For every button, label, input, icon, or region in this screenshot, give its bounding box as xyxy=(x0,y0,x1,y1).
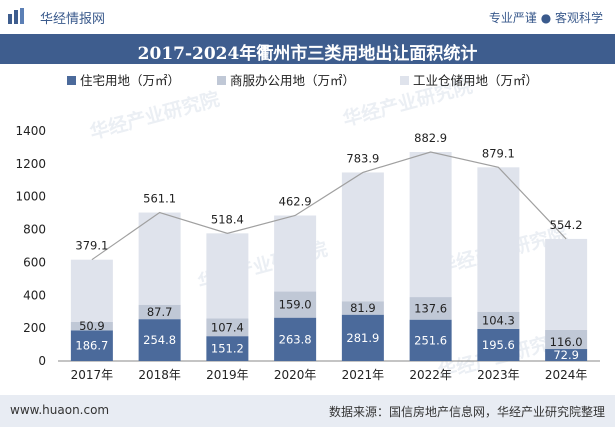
data-label: 137.6 xyxy=(414,301,447,315)
bar-segment xyxy=(70,321,113,331)
legend-label: 商服办公用地（万㎡） xyxy=(230,73,355,88)
data-label: 518.4 xyxy=(211,212,244,226)
top-bar: 华经情报网 专业严谨 ● 客观科学 xyxy=(0,0,615,34)
bar-segment xyxy=(341,301,384,315)
data-label: 72.9 xyxy=(553,348,579,362)
tagline: 专业严谨 ● 客观科学 xyxy=(488,11,603,25)
axes: 0 200 400 600 800 1000 1200 1400 2017年 2018年 2019年… xyxy=(15,124,600,382)
bar-segment xyxy=(138,319,181,361)
y-tick-label: 200 xyxy=(23,321,46,335)
data-label: 116.0 xyxy=(550,335,583,349)
legend-swatch xyxy=(67,76,76,85)
data-label: 151.2 xyxy=(211,342,244,356)
data-label: 81.9 xyxy=(350,301,376,315)
bars xyxy=(70,152,588,361)
y-tick-label: 800 xyxy=(23,223,46,237)
y-tick-label: 600 xyxy=(23,255,46,269)
legend-label: 工业仓储用地（万㎡） xyxy=(413,73,538,88)
data-label: 254.8 xyxy=(143,333,176,347)
y-tick-label: 0 xyxy=(38,354,46,368)
data-label: 783.9 xyxy=(346,151,379,165)
chart-title: 2017-2024年衢州市三类用地出让面积统计 xyxy=(137,44,478,64)
bar-segment xyxy=(545,329,588,350)
total-line xyxy=(91,151,567,261)
bar-segment xyxy=(206,318,249,337)
logo-icon xyxy=(8,8,24,24)
chart: 华经产业研究院 华经产业研究院 华经产业研究院 华经产业研究院 华经产业研究院 … xyxy=(15,73,600,384)
data-label: 186.7 xyxy=(75,339,108,353)
x-tick-label: 2022年 xyxy=(409,368,452,382)
bar-segment xyxy=(409,152,452,298)
bar-segment xyxy=(477,167,520,312)
x-tick-label: 2019年 xyxy=(206,368,249,382)
bar-segment xyxy=(477,311,520,329)
data-label: 281.9 xyxy=(346,331,379,345)
bar-segment xyxy=(341,314,384,361)
legend-label: 住宅用地（万㎡） xyxy=(80,73,180,88)
bar-segment xyxy=(274,317,317,361)
legend-swatch xyxy=(217,76,226,85)
bar-segment xyxy=(70,330,113,361)
data-label: 50.9 xyxy=(79,319,105,333)
data-label: 107.4 xyxy=(211,320,244,334)
x-tick-label: 2018年 xyxy=(138,368,181,382)
legend: 住宅用地（万㎡） 商服办公用地（万㎡） 工业仓储用地（万㎡） xyxy=(67,73,538,88)
bar-segment xyxy=(206,233,249,319)
bar-segment xyxy=(409,297,452,320)
data-label: 561.1 xyxy=(143,192,176,206)
data-label: 251.6 xyxy=(414,333,447,347)
bar-segment xyxy=(274,291,317,318)
bar-segment xyxy=(138,304,181,320)
x-tick-label: 2020年 xyxy=(274,368,317,382)
bar-segment xyxy=(341,172,384,302)
data-label: 263.8 xyxy=(279,332,312,346)
footer-url: www.huaon.com xyxy=(10,403,110,417)
y-tick-label: 1400 xyxy=(15,124,46,138)
data-label: 882.9 xyxy=(414,131,447,145)
bar-segment xyxy=(545,238,588,330)
watermark-text: 华经产业研究院 xyxy=(87,87,221,144)
data-label: 195.6 xyxy=(482,338,515,352)
footer: www.huaon.com 数据来源：国信房地产信息网，华经产业研究院整理 xyxy=(0,395,615,427)
bar-segment xyxy=(274,215,317,292)
legend-swatch xyxy=(400,76,409,85)
x-tick-label: 2017年 xyxy=(71,368,114,382)
bar-segment xyxy=(70,259,113,322)
data-label: 554.2 xyxy=(550,218,583,232)
y-tick-label: 1200 xyxy=(15,157,46,171)
bar-segment xyxy=(409,319,452,361)
y-tick-label: 400 xyxy=(23,288,46,302)
data-label: 462.9 xyxy=(279,194,312,208)
data-label: 159.0 xyxy=(279,298,312,312)
y-tick-label: 1000 xyxy=(15,190,46,204)
x-tick-label: 2024年 xyxy=(545,368,588,382)
x-tick-label: 2023年 xyxy=(477,368,520,382)
data-label: 104.3 xyxy=(482,313,515,327)
total-trend-line xyxy=(91,151,567,261)
data-label: 879.1 xyxy=(482,146,515,160)
site-name: 华经情报网 xyxy=(40,12,106,27)
x-tick-label: 2021年 xyxy=(342,368,385,382)
bar-segment xyxy=(477,328,520,361)
title-bar: 2017-2024年衢州市三类用地出让面积统计 xyxy=(0,34,615,64)
bar-segment xyxy=(206,336,249,361)
bar-segment xyxy=(138,212,181,305)
data-label: 87.7 xyxy=(147,305,173,319)
data-labels: 186.7 50.9 379.1 254.8 87.7 561.1 151.2 107.4 51… xyxy=(75,131,582,362)
bar-segment xyxy=(545,349,588,361)
data-label: 379.1 xyxy=(75,239,108,253)
data-source: 数据来源：国信房地产信息网，华经产业研究院整理 xyxy=(328,405,605,419)
